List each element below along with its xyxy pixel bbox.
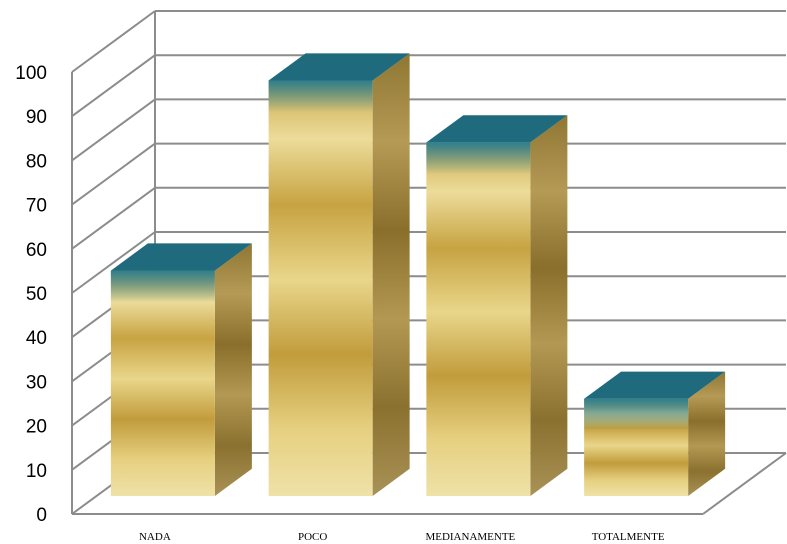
gridline [71, 10, 786, 73]
x-axis-tick-labels: NADA POCO MEDIANAMENTE TOTALMENTE [139, 531, 665, 543]
x-tick-label: MEDIANAMENTE [425, 531, 515, 543]
bar [426, 115, 568, 497]
y-tick-label: 90 [26, 107, 47, 128]
bar-side-face [372, 53, 410, 496]
y-tick-label: 40 [26, 328, 47, 349]
bar-top-face [268, 53, 410, 81]
y-tick-label: 70 [26, 196, 47, 217]
bar-front-face [110, 270, 215, 496]
x-tick-label: NADA [139, 531, 171, 543]
bar [268, 53, 410, 497]
y-tick-label: 10 [26, 461, 47, 482]
bar-top-shade [426, 142, 531, 175]
bar-top-shade [110, 270, 215, 303]
bar-top-face [110, 243, 252, 271]
bar [110, 243, 252, 496]
y-tick-label: 0 [36, 505, 47, 526]
bar-front-face [426, 142, 531, 496]
y-axis-tick-labels: 0 10 20 30 40 50 60 70 80 90 100 [15, 63, 47, 526]
x-tick-label: TOTALMENTE [592, 531, 665, 543]
y-tick-label: 20 [26, 417, 47, 438]
gridline [71, 54, 786, 118]
bar-top-face [584, 371, 726, 399]
bar-front-face [268, 80, 373, 497]
y-tick-label: 100 [15, 63, 47, 84]
y-tick-label: 60 [26, 240, 47, 261]
bar-top-shade [584, 398, 689, 431]
bar-top-shade [268, 80, 373, 113]
gridline [71, 98, 786, 162]
y-tick-label: 80 [26, 151, 47, 172]
y-tick-label: 50 [26, 284, 47, 305]
y-tick-label: 30 [26, 372, 47, 393]
bar-side-face [214, 243, 252, 496]
x-tick-label: POCO [298, 531, 327, 543]
bar-side-face [530, 115, 568, 497]
bars [110, 53, 726, 497]
bar [584, 371, 726, 496]
bar-top-face [426, 115, 568, 143]
bar-side-face [688, 371, 726, 496]
